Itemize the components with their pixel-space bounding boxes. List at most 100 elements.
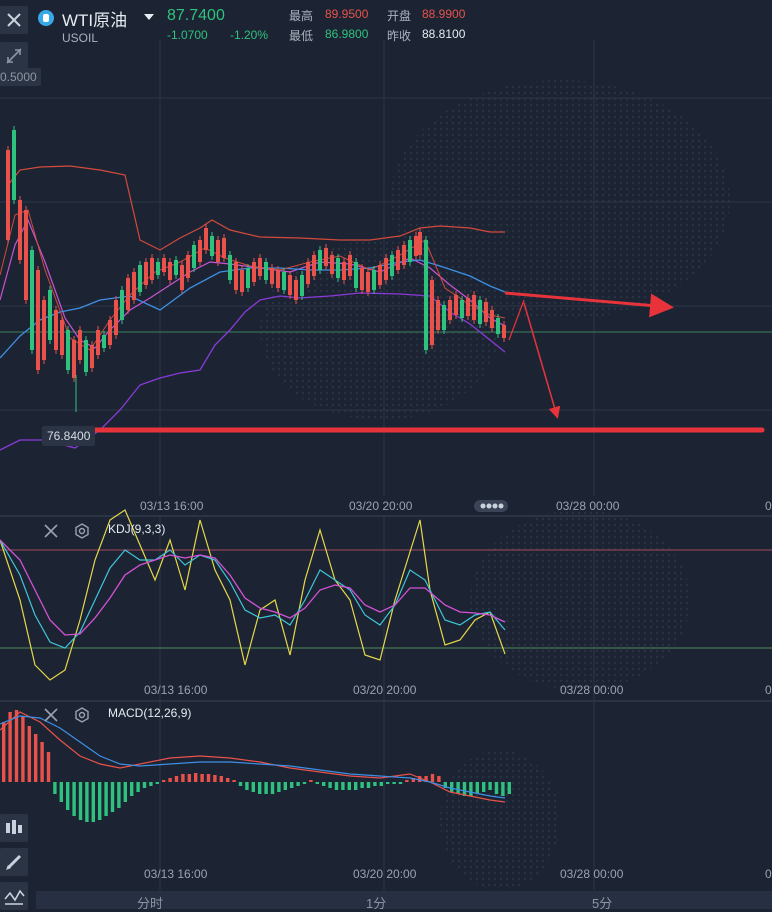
macd-bar <box>501 782 505 796</box>
candle-body <box>436 300 440 330</box>
candle-body <box>162 258 166 272</box>
candle-body <box>72 340 76 378</box>
macd-bar <box>264 782 268 794</box>
date-tick: 03/13 16:00 <box>144 867 208 881</box>
macd-bar <box>130 782 134 796</box>
macd-bar <box>373 782 377 786</box>
candle-body <box>306 262 310 284</box>
close-button[interactable] <box>0 6 28 34</box>
price-change-percent: -1.20% <box>230 28 269 42</box>
candle-style-button[interactable] <box>0 814 28 842</box>
candle-body <box>36 270 40 370</box>
macd-dif-line <box>0 711 506 803</box>
macd-bar <box>34 734 38 782</box>
macd-bar <box>104 782 108 816</box>
close-icon <box>7 13 21 27</box>
date-tick: 0 <box>765 867 772 881</box>
candle-body <box>126 278 130 310</box>
candle-body <box>336 258 340 278</box>
instrument-title[interactable]: WTI原油 <box>62 11 128 30</box>
macd-bar <box>91 782 95 822</box>
macd-bar <box>40 742 44 782</box>
gear-icon <box>75 523 89 539</box>
candle-body <box>246 268 250 288</box>
macd-bar <box>456 782 460 794</box>
date-tick: 0 <box>765 499 772 513</box>
candle-body <box>60 320 64 355</box>
candle-body <box>424 240 428 350</box>
macd-bar <box>194 773 198 782</box>
candle-body <box>502 325 506 338</box>
macd-bar <box>334 782 339 790</box>
macd-bar <box>226 778 230 782</box>
macd-bar <box>142 782 147 788</box>
candle-body <box>228 255 232 280</box>
candle-body <box>96 330 100 355</box>
macd-bar <box>437 776 441 782</box>
candle-body <box>472 295 476 320</box>
date-tick: 03/13 16:00 <box>144 683 208 697</box>
indicator-button[interactable] <box>0 882 28 910</box>
tab-5min[interactable]: 5分 <box>592 896 613 911</box>
chevron-down-icon[interactable] <box>144 14 154 20</box>
date-tick: 03/20 20:00 <box>353 683 417 697</box>
candle-body <box>144 262 148 285</box>
macd-bar <box>494 782 499 794</box>
macd-bar <box>507 782 511 794</box>
candle-body <box>102 335 106 348</box>
macd-bar <box>443 782 447 788</box>
macd-label: MACD(12,26,9) <box>108 706 192 720</box>
candle-body <box>490 310 494 328</box>
candle-body <box>54 310 58 350</box>
macd-bar <box>418 776 422 782</box>
macd-close-button[interactable] <box>42 706 60 724</box>
date-tick: 03/28 00:00 <box>560 867 624 881</box>
macd-bar <box>27 726 31 782</box>
macd-bar <box>309 780 313 782</box>
draw-tool-button[interactable] <box>0 848 28 876</box>
y-axis-top-label: 0.5000 <box>0 68 41 86</box>
shrink-icon <box>6 48 22 64</box>
macd-bar <box>46 752 51 782</box>
macd-bar <box>66 782 70 810</box>
fullscreen-button[interactable] <box>0 42 28 70</box>
macd-bar <box>360 782 364 788</box>
macd-bar <box>251 782 255 792</box>
scroll-handle[interactable] <box>474 500 508 512</box>
macd-bar <box>110 782 115 812</box>
candle-body <box>418 232 422 255</box>
macd-bar <box>296 782 300 786</box>
pencil-icon <box>6 854 22 870</box>
candle-body <box>216 240 220 262</box>
candle-body <box>484 302 488 322</box>
candle-body <box>466 298 470 316</box>
tab-timeshare[interactable]: 分时 <box>137 896 164 911</box>
candle-body <box>180 265 184 290</box>
candle-body <box>168 262 172 280</box>
date-tick: 03/13 16:00 <box>140 499 204 513</box>
macd-bar <box>366 782 371 788</box>
macd-bar <box>136 782 140 792</box>
price-change: -1.0700 <box>167 28 208 42</box>
open-value: 88.9900 <box>422 7 466 21</box>
tab-1min[interactable]: 1分 <box>366 896 387 911</box>
macd-bar <box>469 782 473 796</box>
macd-bar <box>347 782 351 790</box>
candle-body <box>300 275 304 296</box>
candle-body <box>414 236 418 256</box>
candle-body <box>384 258 388 280</box>
candle-body <box>396 250 400 270</box>
kdj-close-button[interactable] <box>42 522 60 540</box>
high-value: 89.9500 <box>325 7 369 21</box>
macd-bar <box>424 776 428 782</box>
boll-upper-line <box>7 165 505 251</box>
kdj-settings-button[interactable] <box>73 522 91 540</box>
candle-body <box>186 255 190 278</box>
macd-bar <box>283 782 287 790</box>
low-price-marker: 76.8400 <box>42 426 96 446</box>
candle-body <box>234 262 238 290</box>
candle-body <box>282 272 286 290</box>
macd-bar <box>162 780 166 782</box>
macd-settings-button[interactable] <box>73 706 91 724</box>
